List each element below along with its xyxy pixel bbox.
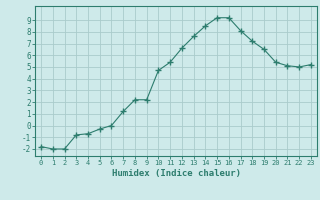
X-axis label: Humidex (Indice chaleur): Humidex (Indice chaleur) xyxy=(111,169,241,178)
